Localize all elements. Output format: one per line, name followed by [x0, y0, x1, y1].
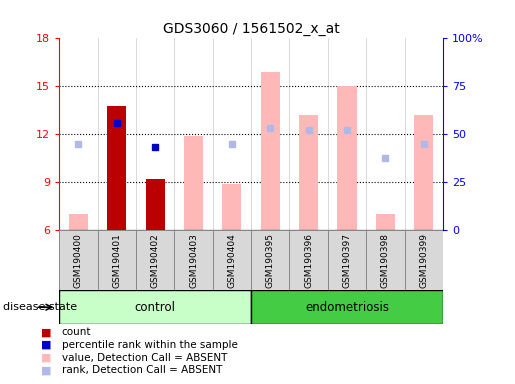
Bar	[414, 115, 433, 230]
Bar	[136, 230, 174, 290]
Bar	[69, 214, 88, 230]
Bar	[366, 230, 405, 290]
Bar	[328, 230, 366, 290]
Text: GSM190403: GSM190403	[189, 233, 198, 288]
Text: value, Detection Call = ABSENT: value, Detection Call = ABSENT	[62, 353, 227, 362]
Bar	[184, 136, 203, 230]
Bar	[146, 179, 165, 230]
Text: GSM190397: GSM190397	[342, 233, 351, 288]
Title: GDS3060 / 1561502_x_at: GDS3060 / 1561502_x_at	[163, 22, 339, 36]
Text: ■: ■	[41, 340, 52, 350]
Text: endometriosis: endometriosis	[305, 301, 389, 314]
Bar	[337, 86, 356, 230]
Text: GSM190399: GSM190399	[419, 233, 428, 288]
Bar	[213, 230, 251, 290]
Bar	[376, 214, 395, 230]
Bar	[404, 230, 443, 290]
Text: GSM190402: GSM190402	[151, 233, 160, 288]
Text: ■: ■	[41, 327, 52, 337]
Text: GSM190395: GSM190395	[266, 233, 274, 288]
Text: GSM190396: GSM190396	[304, 233, 313, 288]
Bar	[289, 230, 328, 290]
Text: GSM190401: GSM190401	[112, 233, 121, 288]
Bar	[98, 230, 136, 290]
Text: control: control	[134, 301, 176, 314]
Bar	[59, 290, 251, 324]
Text: GSM190400: GSM190400	[74, 233, 83, 288]
Text: GSM190404: GSM190404	[228, 233, 236, 288]
Text: disease state: disease state	[3, 302, 77, 312]
Bar	[299, 115, 318, 230]
Bar	[107, 106, 126, 230]
Text: ■: ■	[41, 353, 52, 362]
Bar	[251, 230, 289, 290]
Text: ■: ■	[41, 365, 52, 375]
Bar	[251, 290, 443, 324]
Bar	[59, 230, 98, 290]
Bar	[222, 184, 242, 230]
Text: GSM190398: GSM190398	[381, 233, 390, 288]
Text: percentile rank within the sample: percentile rank within the sample	[62, 340, 238, 350]
Bar	[261, 72, 280, 230]
Bar	[174, 230, 213, 290]
Text: rank, Detection Call = ABSENT: rank, Detection Call = ABSENT	[62, 365, 222, 375]
Text: count: count	[62, 327, 91, 337]
